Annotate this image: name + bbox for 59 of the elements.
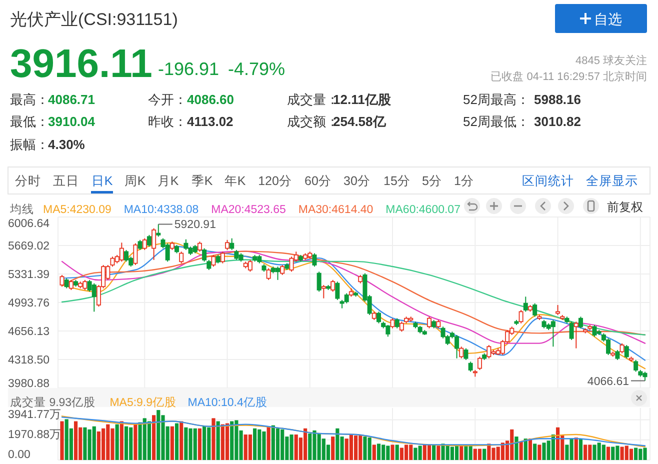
text: MA5:4230.09 <box>43 204 112 216</box>
text: 已收盘 04-11 16:29:57 北京时间 <box>490 70 647 83</box>
text: 周K <box>124 174 146 188</box>
text: 12.11亿股 <box>333 92 392 107</box>
text: 前复权 <box>607 200 643 214</box>
text: 3910.04 <box>48 114 96 129</box>
series-label: MA10:10.4亿股 <box>188 396 268 409</box>
legend-title: 均线 <box>9 203 34 216</box>
text: 120分 <box>258 174 292 188</box>
text: 30分 <box>344 174 370 188</box>
text: 4086.60 <box>187 92 234 107</box>
text: 52周最高： <box>463 92 530 107</box>
text: 振幅： <box>10 137 49 152</box>
text: 昨收： <box>148 114 187 129</box>
text: 月K <box>157 174 180 188</box>
text: 3916.11 <box>10 42 152 86</box>
text: 60分 <box>304 174 332 188</box>
text: 4.30% <box>48 137 86 152</box>
text: 五日 <box>53 174 79 188</box>
text: 年K <box>224 174 246 188</box>
text: 日K <box>91 174 114 188</box>
text: 4113.02 <box>187 114 234 129</box>
series-label: MA5:9.9亿股 <box>110 396 177 409</box>
text: -4.79% <box>228 59 286 79</box>
text: 季K <box>191 174 214 188</box>
text: 今开： <box>148 92 187 107</box>
y-tick-label: 3941.77万 <box>8 408 62 421</box>
y-tick-label: 5331.39 <box>8 269 50 281</box>
text: 52周最低： <box>463 114 530 129</box>
text: 4086.71 <box>48 92 95 107</box>
chart-title: 光伏产业(CSI:931151) <box>10 10 178 29</box>
text: 5分 <box>422 174 442 188</box>
text: -196.91 <box>158 59 220 79</box>
text: 最高： <box>10 92 49 107</box>
y-tick-label: 4993.76 <box>8 298 50 310</box>
y-tick-label: 5669.02 <box>8 240 50 252</box>
annotation: 4066.61 <box>587 376 629 388</box>
text: 区间统计 <box>522 174 574 188</box>
text: MA20:4523.65 <box>211 204 286 216</box>
text: 自选 <box>594 11 622 27</box>
text: 3010.82 <box>534 114 581 129</box>
y-tick-label: 4318.50 <box>8 354 50 366</box>
text: 最低： <box>10 114 49 129</box>
legend-title: 成交量 9.93亿股 <box>10 395 96 409</box>
text: 全屏显示 <box>586 174 638 188</box>
y-tick-label: 0.00 <box>8 449 30 461</box>
text: 4845 球友关注 <box>575 54 647 67</box>
text: MA60:4600.07 <box>386 204 460 216</box>
y-tick-label: 4656.13 <box>8 326 50 338</box>
y-tick-label: 3980.88 <box>8 378 50 390</box>
text: 15分 <box>384 174 410 188</box>
y-tick-label: 6006.64 <box>8 218 50 230</box>
text: 254.58亿 <box>333 114 387 129</box>
annotation: 5920.91 <box>174 219 216 232</box>
text: 分时 <box>15 174 41 188</box>
text: 5988.16 <box>534 92 581 107</box>
text: MA10:4338.08 <box>124 204 199 216</box>
text: 1分 <box>454 174 474 188</box>
text: MA30:4614.40 <box>298 204 374 216</box>
